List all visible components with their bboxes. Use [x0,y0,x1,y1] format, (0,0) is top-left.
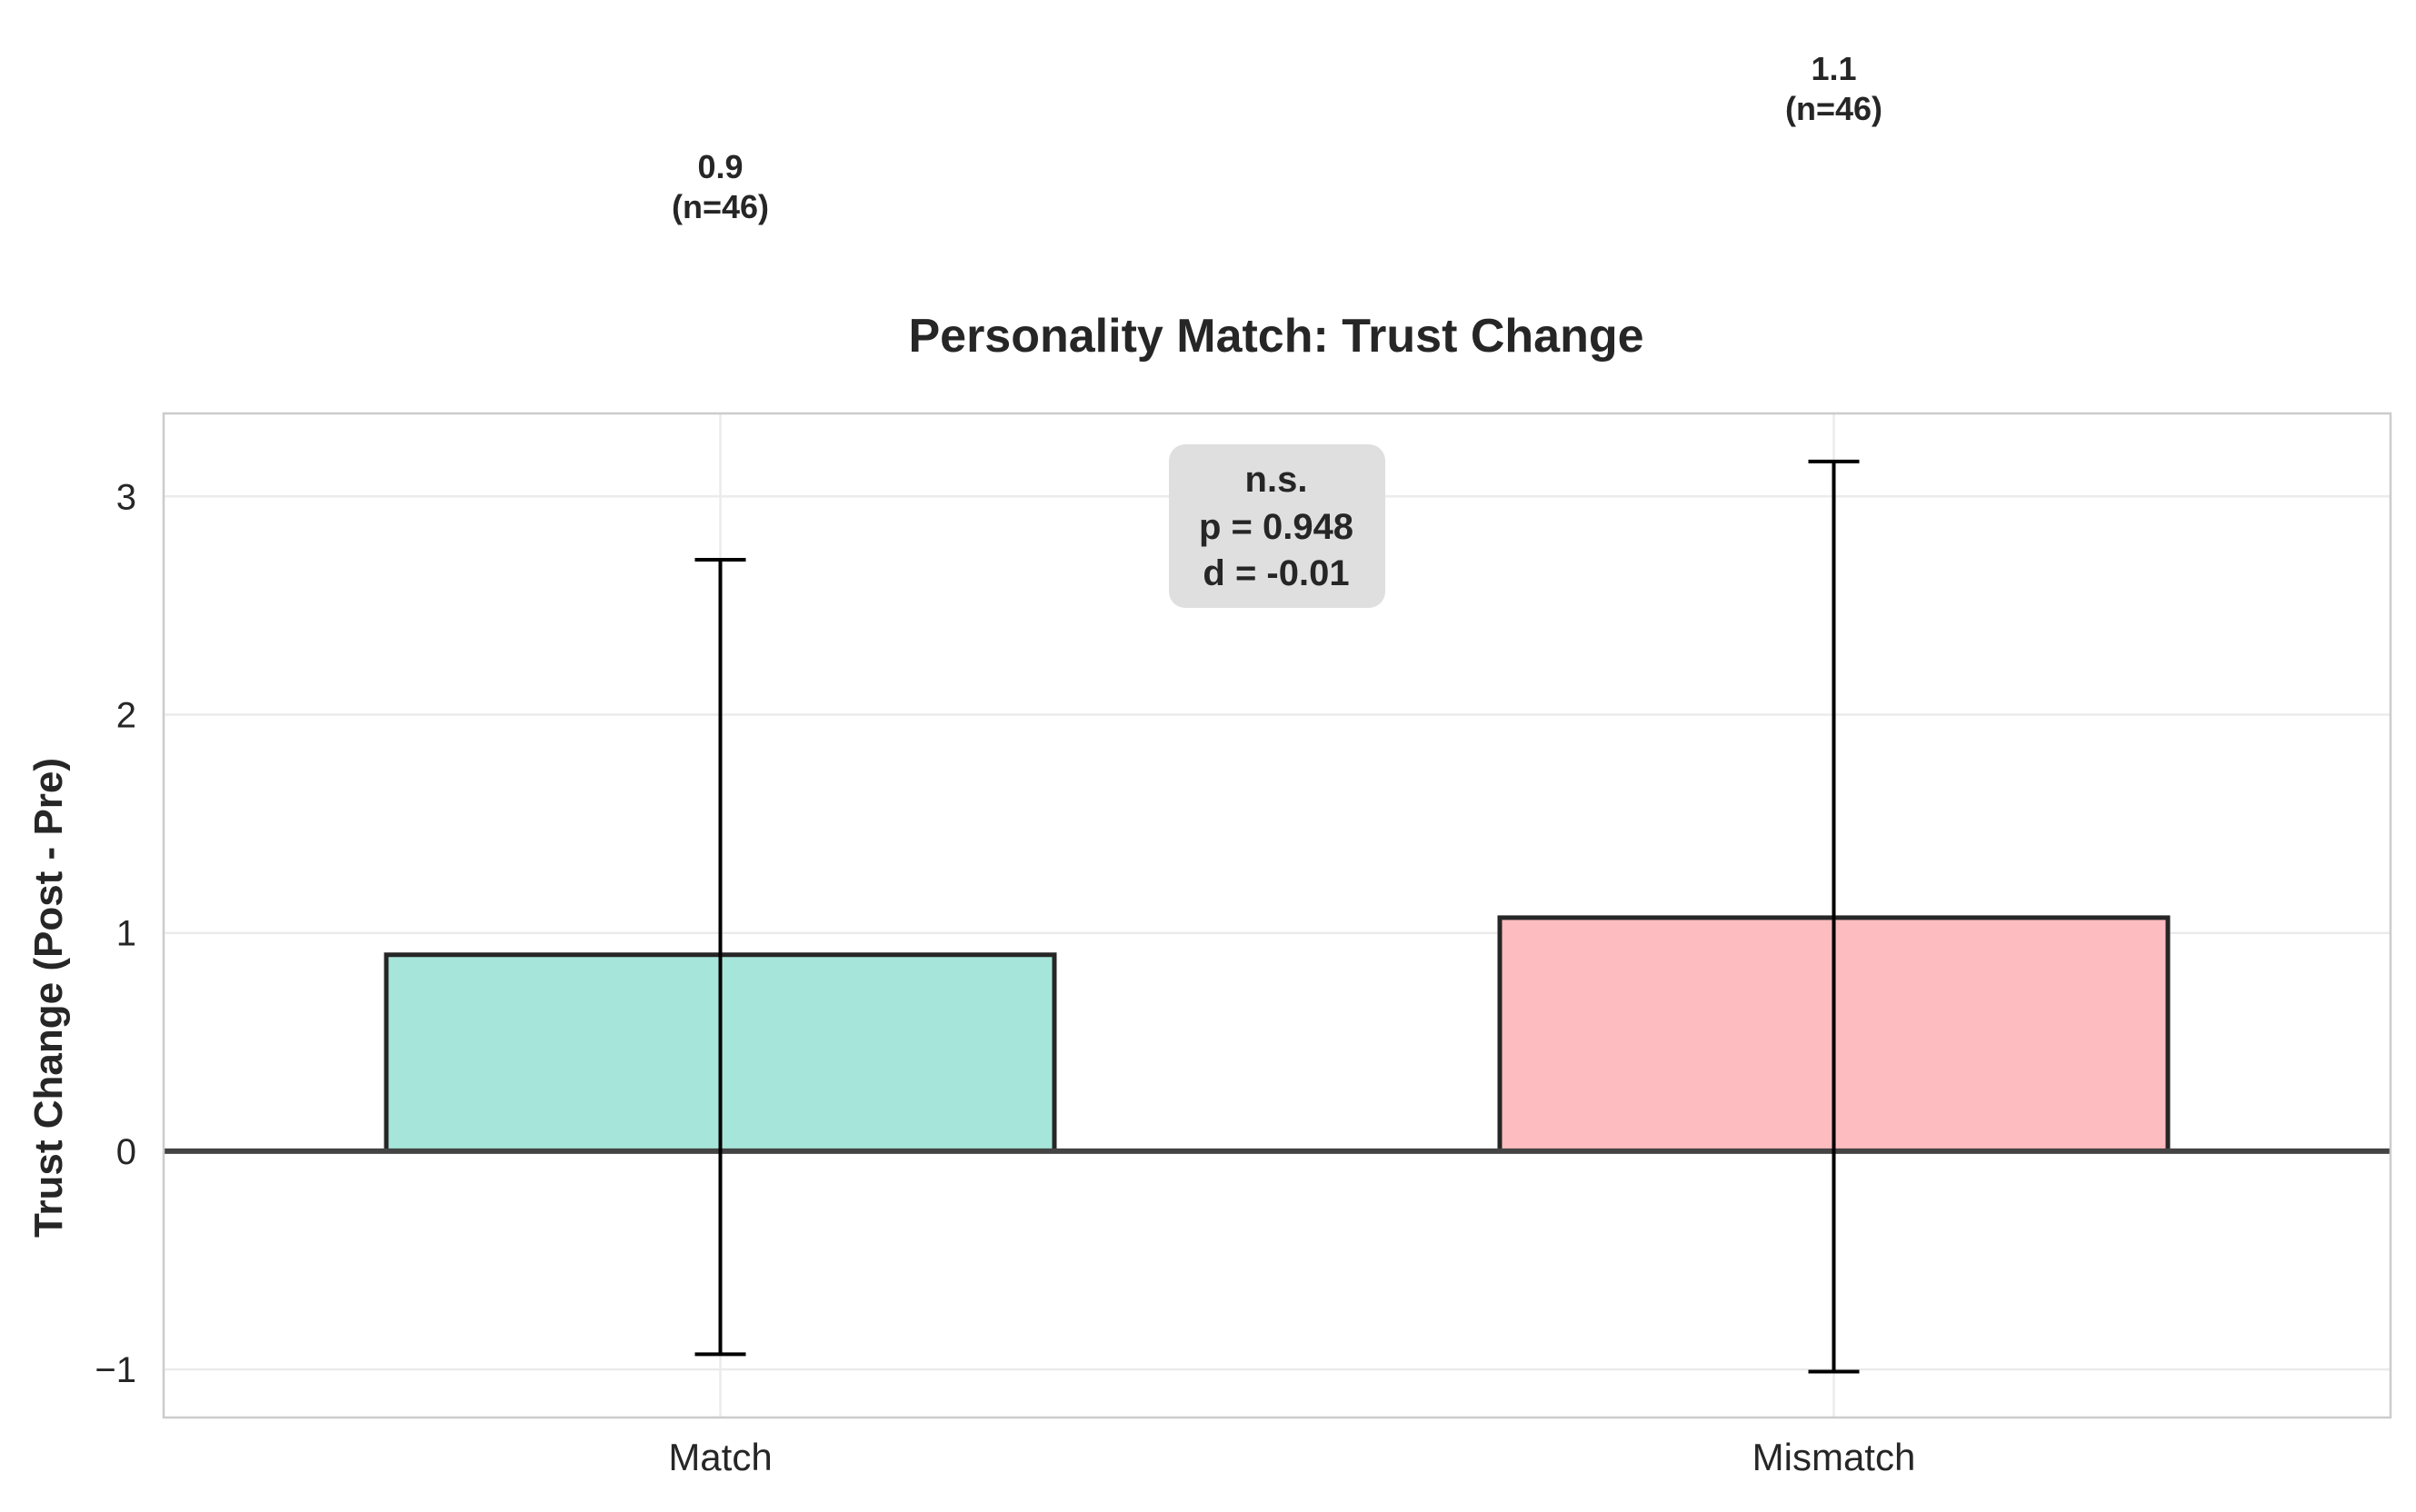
y-tick-label: 1 [116,914,136,954]
x-tick-label: Mismatch [1752,1436,1916,1478]
error-bars [694,459,1860,1374]
chart-title: Personality Match: Trust Change [908,310,1643,363]
x-tick-label: Match [668,1436,772,1478]
plot-frame [162,412,2392,1419]
y-tick-labels: −1 0 1 2 3 [95,477,136,1390]
stats-annotation: n.s. p = 0.948 d = -0.01 [1169,444,1385,608]
bar-value-label: 1.1 [1811,50,1856,87]
y-axis-label: Trust Change (Post - Pre) [26,758,71,1238]
bar-value-labels: 0.9(n=46)1.1(n=46) [672,50,1882,225]
y-tick-label: 3 [116,477,136,517]
bar-n-label: (n=46) [672,188,769,225]
y-tick-label: 2 [116,696,136,736]
bars [384,915,2171,1154]
stats-significance: n.s. [1245,460,1308,500]
stats-annotation-box [1169,444,1385,608]
bar-value-label: 0.9 [697,148,743,185]
stats-effect-size: d = -0.01 [1203,553,1349,593]
x-tick-labels: Match Mismatch [668,1436,1915,1478]
bar-n-label: (n=46) [1785,90,1882,127]
y-tick-label: 0 [116,1132,136,1172]
stats-p-value: p = 0.948 [1199,507,1353,547]
y-tick-label: −1 [95,1350,136,1390]
